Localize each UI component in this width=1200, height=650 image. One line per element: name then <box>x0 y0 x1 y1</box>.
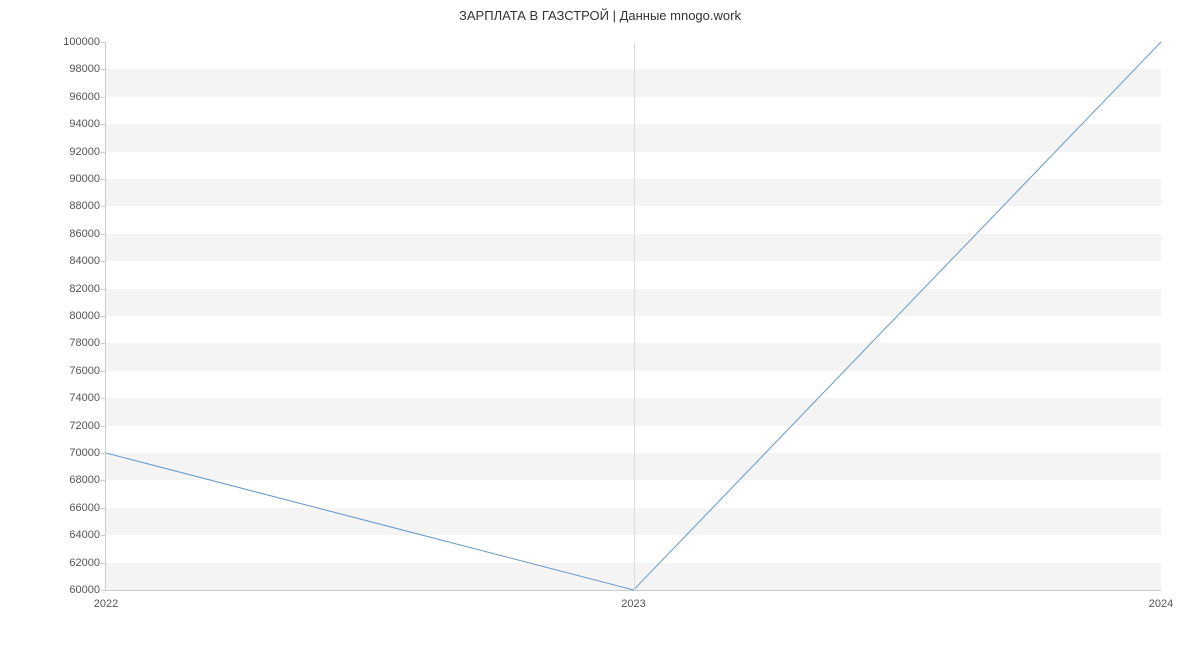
y-tick-mark <box>101 289 106 290</box>
chart-title: ЗАРПЛАТА В ГАЗСТРОЙ | Данные mnogo.work <box>0 0 1200 23</box>
y-tick-mark <box>101 480 106 481</box>
y-tick-mark <box>101 234 106 235</box>
y-tick-mark <box>101 261 106 262</box>
y-tick-mark <box>101 152 106 153</box>
y-tick-mark <box>101 97 106 98</box>
x-tick-label: 2024 <box>1149 590 1173 610</box>
plot-area: 6000062000640006600068000700007200074000… <box>105 42 1161 591</box>
y-tick-mark <box>101 371 106 372</box>
y-tick-label: 100000 <box>63 36 106 48</box>
x-tick-label: 2022 <box>94 590 118 610</box>
y-tick-mark <box>101 343 106 344</box>
y-tick-mark <box>101 398 106 399</box>
y-tick-mark <box>101 179 106 180</box>
y-tick-mark <box>101 124 106 125</box>
y-tick-mark <box>101 206 106 207</box>
y-tick-mark <box>101 426 106 427</box>
y-tick-mark <box>101 69 106 70</box>
x-gridline <box>634 42 635 590</box>
y-tick-mark <box>101 453 106 454</box>
y-tick-mark <box>101 535 106 536</box>
y-tick-mark <box>101 508 106 509</box>
x-tick-label: 2023 <box>621 590 645 610</box>
y-tick-mark <box>101 42 106 43</box>
y-tick-mark <box>101 563 106 564</box>
y-tick-mark <box>101 316 106 317</box>
